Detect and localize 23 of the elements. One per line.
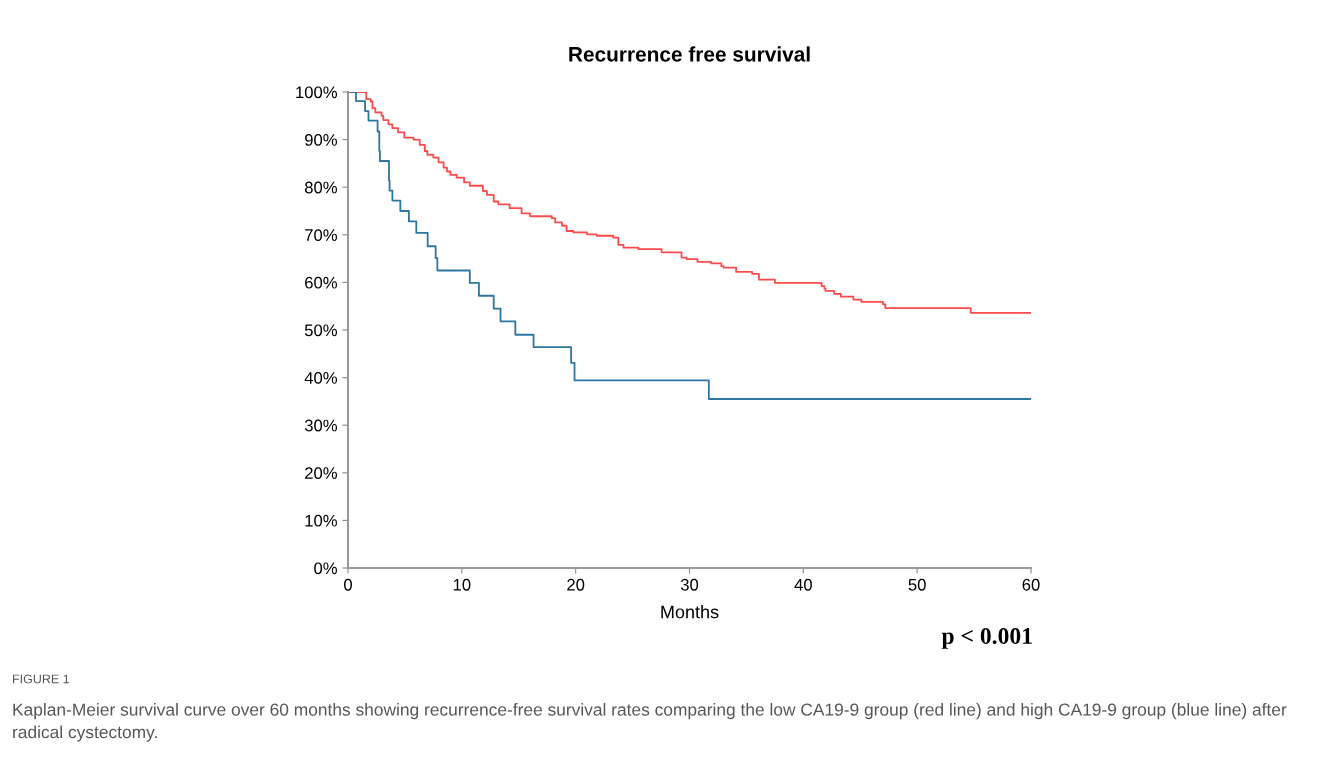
x-tick-label: 30 — [680, 578, 699, 591]
y-tick-label: 10% — [305, 514, 337, 527]
y-tick-label: 60% — [305, 276, 337, 289]
x-tick-label: 60 — [1022, 578, 1040, 591]
y-tick-label: 40% — [304, 372, 337, 384]
x-tick-label: 0 — [344, 578, 352, 591]
text: p < 0.001 — [941, 627, 1032, 649]
caption: FIGURE 1 — [13, 674, 70, 684]
y-tick-label: 30% — [304, 419, 337, 432]
x-tick-label: 50 — [908, 578, 926, 591]
x-tick-label: 20 — [567, 578, 585, 591]
y-tick-label: 20% — [305, 467, 337, 479]
x-tick-label: 10 — [453, 578, 471, 591]
chart-title: Recurrence free survival — [569, 46, 810, 62]
text: Kaplan-Meier survival curve over 60 months showing recurrence-free survival rates comparing the low CA19-9 group (red line) and high CA19-9 group (blue line) after radical cystectomy. — [13, 703, 1287, 742]
x-axis-title: Months — [661, 605, 719, 619]
x-tick-label: 40 — [794, 578, 812, 591]
y-tick-label: 0% — [314, 562, 337, 575]
y-tick-label: 80% — [304, 181, 337, 194]
y-tick-label: 90% — [305, 134, 337, 146]
y-tick-label: 100% — [296, 86, 337, 99]
y-tick-label: 50% — [304, 324, 337, 337]
y-tick-label: 70% — [305, 229, 337, 241]
